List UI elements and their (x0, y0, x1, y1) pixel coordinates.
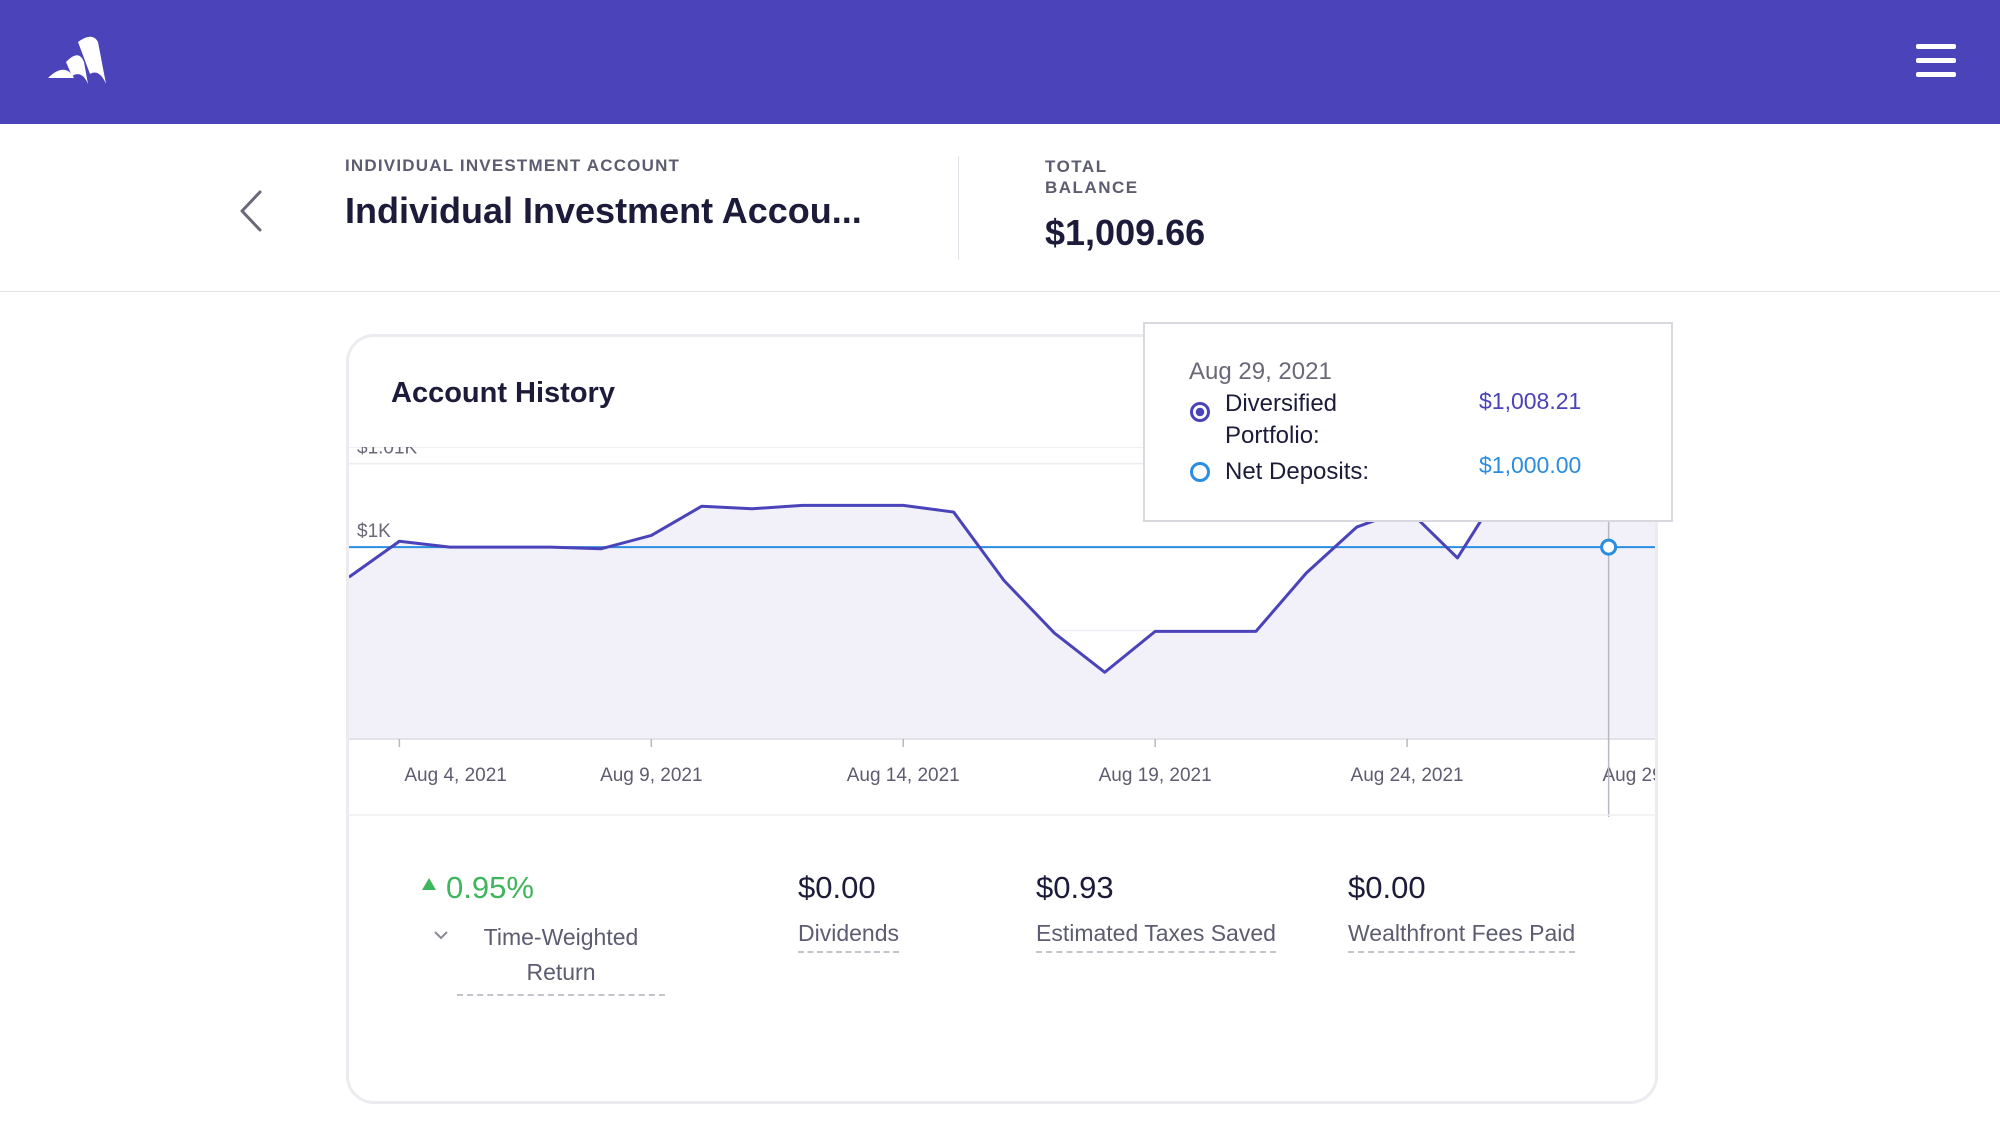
x-tick-label: Aug 14, 2021 (847, 765, 960, 786)
x-tick-label: Aug 19, 2021 (1099, 765, 1212, 786)
tooltip-date: Aug 29, 2021 (1189, 358, 1332, 385)
estimated-taxes-saved-value: $0.93 (1036, 870, 1114, 905)
deposits-hover-marker (1600, 538, 1618, 556)
x-tick-label: Aug 24, 2021 (1351, 765, 1464, 786)
tooltip-deposits-value: $1,000.00 (1479, 452, 1582, 478)
x-tick-label: Aug 9, 2021 (600, 765, 702, 786)
hamburger-menu-icon[interactable] (1916, 44, 1956, 78)
wealthfront-fees-paid-label[interactable]: Wealthfront Fees Paid (1348, 920, 1576, 953)
deposits-dot-icon (1190, 462, 1210, 482)
total-balance-value: $1,009.66 (1045, 212, 1206, 253)
chevron-left-icon[interactable] (232, 186, 272, 236)
time-weighted-return-label[interactable]: Time-Weighted Return (457, 920, 665, 996)
portfolio-line (349, 465, 1655, 674)
wealthfront-logo-icon[interactable] (44, 32, 108, 88)
dividends-label[interactable]: Dividends (798, 920, 899, 953)
total-balance-label: TOTAL BALANCE (1045, 157, 1139, 197)
y-tick-label: $1K (357, 521, 391, 542)
header-divider (958, 156, 959, 260)
triangle-up-icon (422, 878, 436, 890)
estimated-taxes-saved-label[interactable]: Estimated Taxes Saved (1036, 920, 1276, 953)
chart-tooltip: Aug 29, 2021 Diversified Portfolio: Net … (1143, 322, 1673, 522)
chevron-down-icon[interactable] (434, 930, 448, 940)
tooltip-portfolio-value: $1,008.21 (1479, 388, 1582, 414)
top-bar (0, 0, 2000, 124)
card-divider (349, 447, 1655, 448)
y-tick-label: $1.01K (357, 447, 418, 459)
dividends-value: $0.00 (798, 870, 876, 905)
wealthfront-fees-paid-value: $0.00 (1348, 870, 1426, 905)
tooltip-deposits-label: Net Deposits: (1225, 458, 1370, 485)
tooltip-portfolio-label: Diversified Portfolio: (1225, 390, 1338, 449)
time-weighted-return-value: 0.95% (446, 870, 534, 905)
account-header: INDIVIDUAL INVESTMENT ACCOUNT Individual… (0, 124, 2000, 292)
x-tick-label: Aug 4, 2021 (404, 765, 506, 786)
x-tick-label: Aug 29, 2021 (1602, 765, 1658, 786)
account-type-label: INDIVIDUAL INVESTMENT ACCOUNT (345, 156, 681, 175)
account-title: Individual Investment Accou... (345, 190, 862, 231)
card-title: Account History (391, 377, 615, 409)
portfolio-area (349, 467, 1655, 739)
portfolio-dot-icon (1190, 402, 1210, 422)
